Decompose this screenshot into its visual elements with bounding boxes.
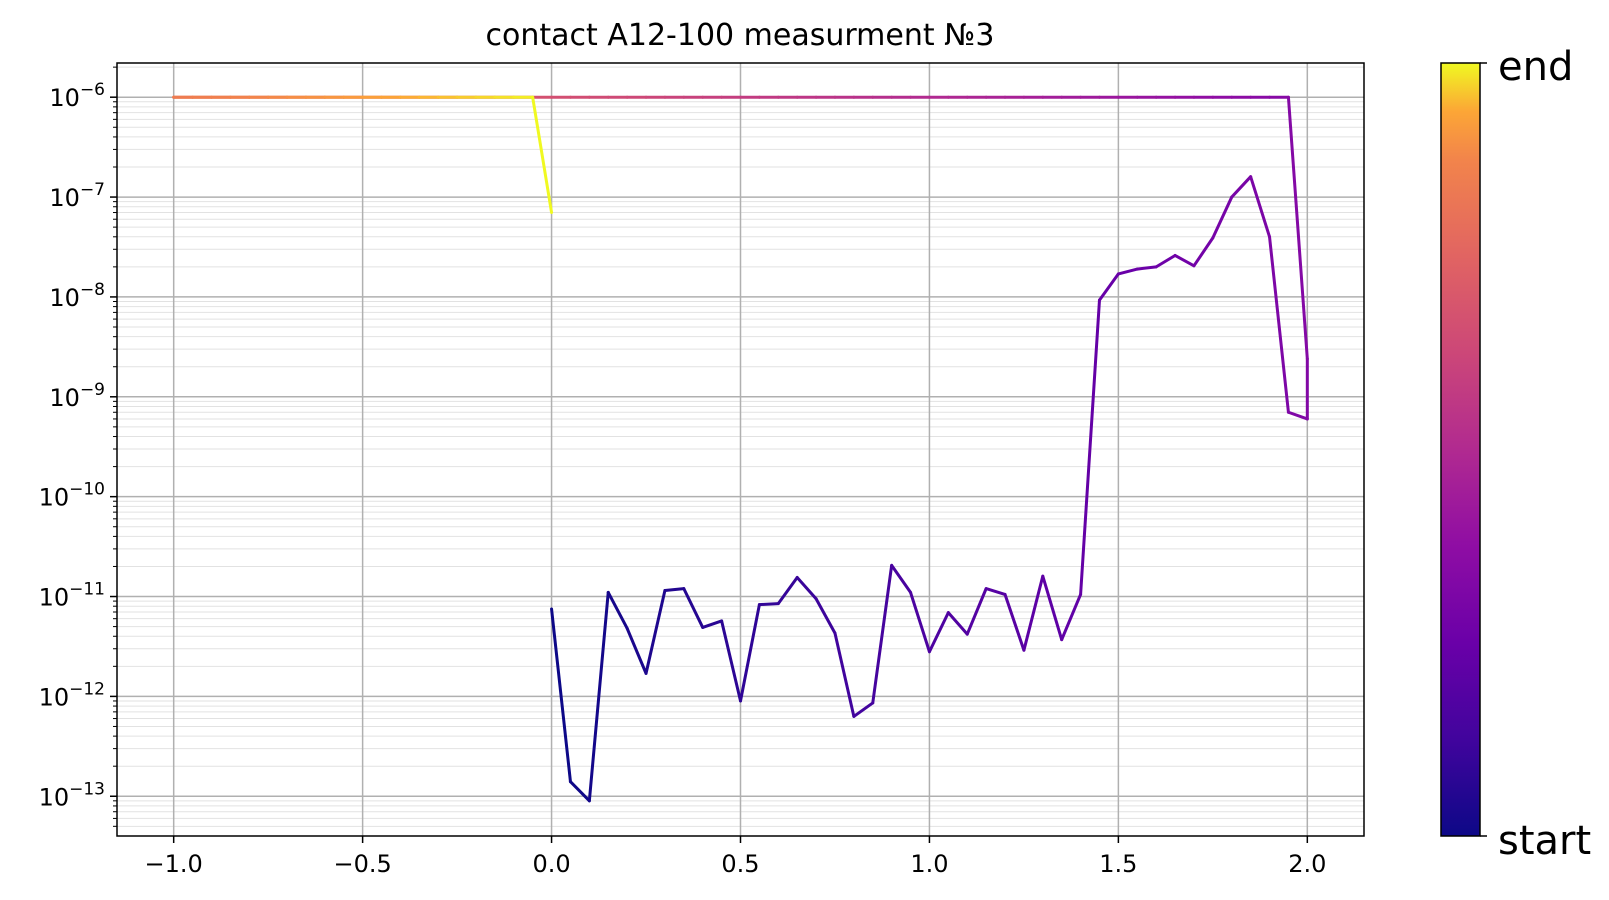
series-segment bbox=[1022, 574, 1045, 652]
series-segment bbox=[701, 619, 724, 629]
y-tick-label: 10−8 bbox=[49, 280, 105, 312]
series-segment bbox=[852, 701, 875, 718]
y-tick-label: 10−7 bbox=[49, 180, 105, 212]
series-segment bbox=[1249, 175, 1272, 239]
series-segment bbox=[1173, 253, 1196, 268]
series-segment bbox=[1286, 95, 1309, 361]
series-segment bbox=[682, 587, 705, 629]
series-segment bbox=[946, 611, 969, 636]
colorbar: end start bbox=[1440, 44, 1591, 864]
series-segment bbox=[1041, 574, 1064, 642]
y-axis-ticks: 10−6 10−7 10−8 10−9 10−10 10−11 10−12 10−13 bbox=[39, 66, 117, 827]
series-segment bbox=[1003, 592, 1026, 652]
x-tick-label: −1.0 bbox=[145, 850, 203, 878]
series-segment bbox=[757, 602, 780, 607]
series-segment bbox=[1154, 253, 1177, 269]
series-segment bbox=[644, 588, 667, 675]
series-segment bbox=[776, 576, 799, 606]
series-segment bbox=[814, 597, 837, 635]
series-segment bbox=[1079, 298, 1101, 596]
x-axis-ticks: −1.0 −0.5 0.0 0.5 1.0 1.5 2.0 bbox=[145, 836, 1326, 878]
series-segment bbox=[720, 619, 742, 703]
series-segment bbox=[663, 587, 686, 592]
y-tick-label: 10−6 bbox=[49, 80, 105, 112]
series-segment bbox=[568, 780, 591, 803]
x-tick-label: 2.0 bbox=[1288, 850, 1326, 878]
chart-title: contact A12-100 measurment №3 bbox=[486, 18, 995, 53]
colorbar-label-end: end bbox=[1498, 44, 1573, 90]
x-tick-label: 1.5 bbox=[1099, 850, 1137, 878]
x-tick-label: 0.5 bbox=[721, 850, 759, 878]
series-segment bbox=[606, 590, 629, 630]
colorbar-gradient bbox=[1440, 62, 1481, 837]
colorbar-label-start: start bbox=[1498, 818, 1591, 864]
y-tick-label: 10−12 bbox=[39, 679, 105, 711]
x-tick-label: 0.0 bbox=[532, 850, 570, 878]
series-segment bbox=[550, 607, 572, 784]
series-segment bbox=[909, 590, 931, 654]
series-segment bbox=[1097, 272, 1120, 302]
series-segment bbox=[1230, 175, 1253, 199]
x-tick-label: −0.5 bbox=[333, 850, 391, 878]
series-segment bbox=[795, 576, 818, 601]
series-segment bbox=[890, 563, 913, 594]
y-tick-label: 10−11 bbox=[39, 580, 105, 612]
series-segment bbox=[984, 587, 1007, 596]
series-segment bbox=[1116, 267, 1139, 276]
y-tick-label: 10−13 bbox=[39, 779, 105, 811]
series-segment bbox=[1268, 235, 1290, 414]
y-tick-label: 10−10 bbox=[39, 480, 105, 512]
series-segment bbox=[1192, 236, 1215, 268]
data-series bbox=[172, 95, 1309, 803]
series-segment bbox=[531, 95, 554, 215]
x-tick-label: 1.0 bbox=[910, 850, 948, 878]
series-segment bbox=[965, 587, 988, 636]
major-gridlines bbox=[117, 63, 1364, 836]
series-segment bbox=[833, 631, 856, 718]
series-segment bbox=[587, 590, 610, 803]
y-tick-label: 10−9 bbox=[49, 380, 105, 412]
series-segment bbox=[1135, 265, 1158, 271]
series-segment bbox=[1211, 195, 1234, 240]
series-segment bbox=[927, 611, 950, 654]
series-segment bbox=[739, 603, 761, 703]
series-segment bbox=[1060, 592, 1083, 642]
series-segment bbox=[1286, 410, 1309, 421]
series-segment bbox=[625, 626, 648, 675]
series-segment bbox=[871, 563, 894, 705]
